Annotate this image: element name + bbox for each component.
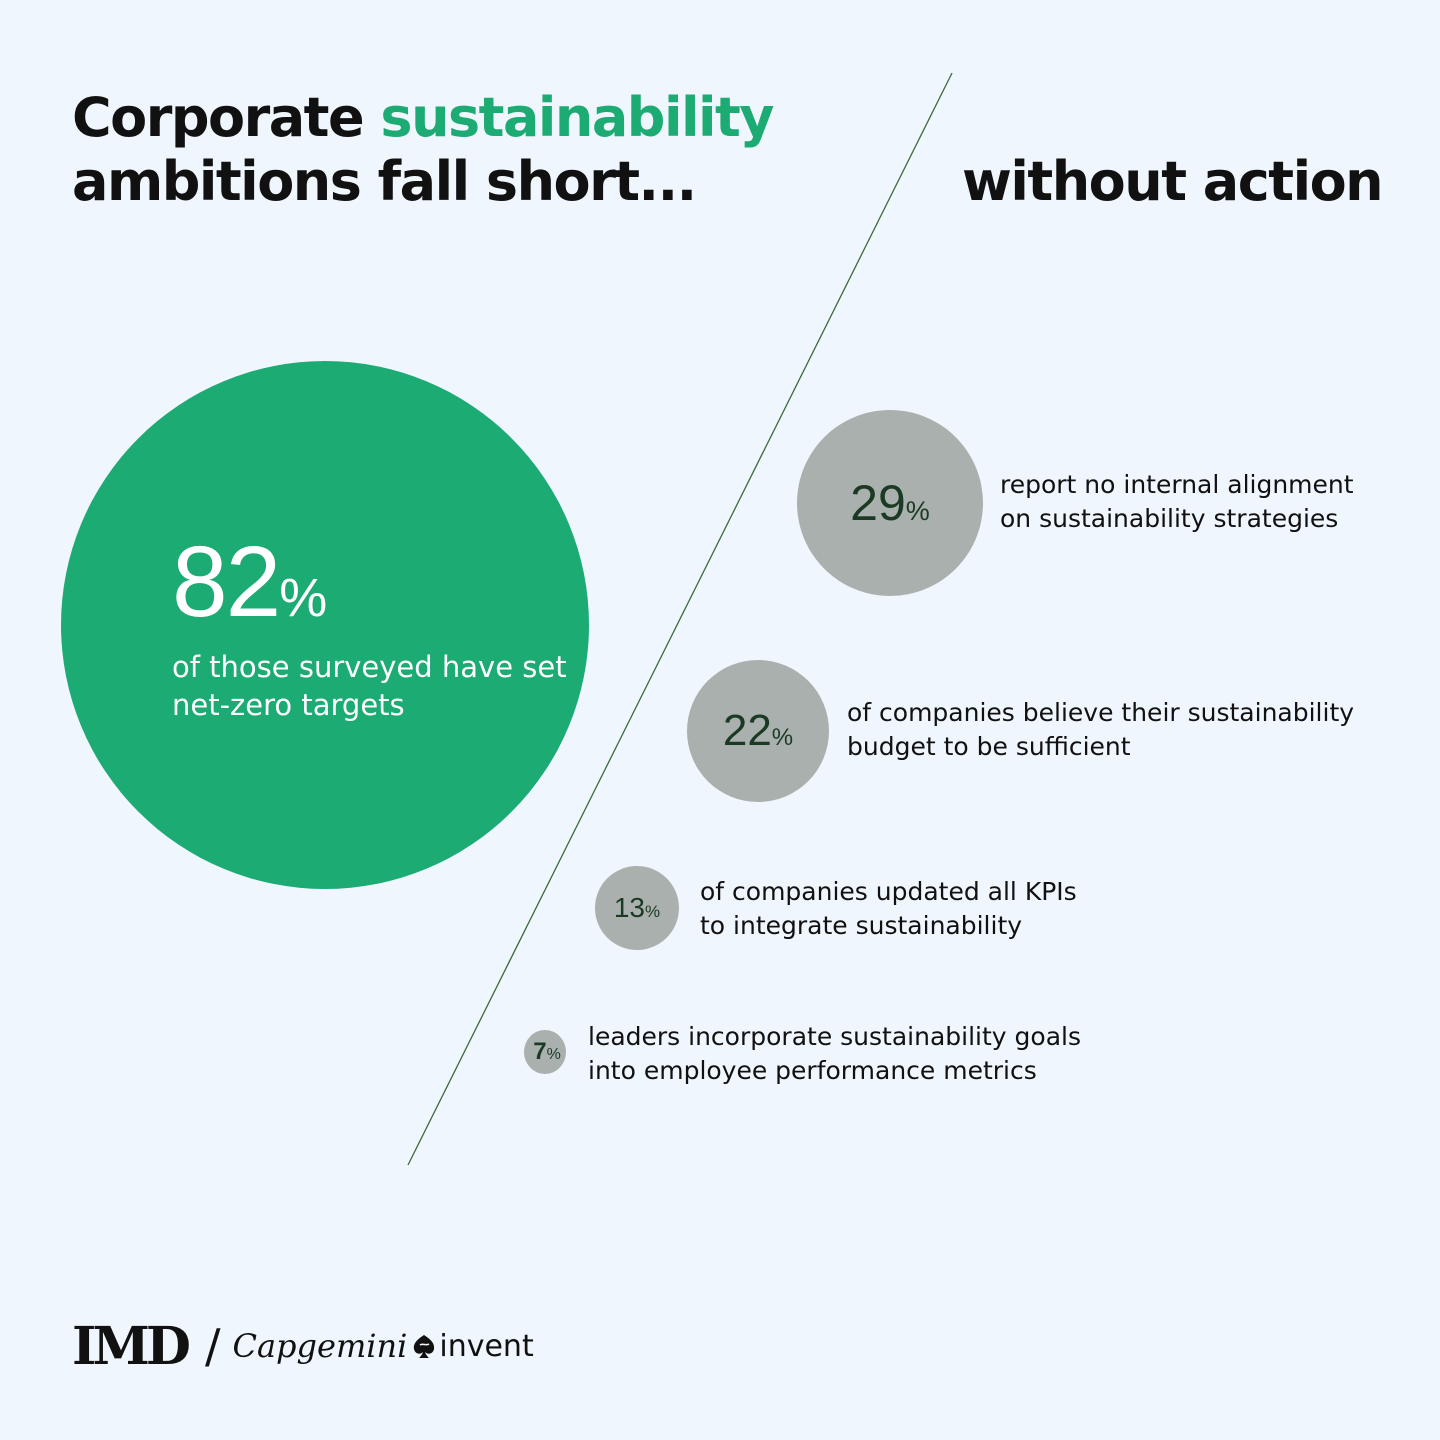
page-title: Corporate sustainability ambitions fall … (72, 86, 774, 214)
stat-text-29: report no internal alignment on sustaina… (1000, 468, 1354, 536)
stat-text-line: of companies updated all KPIs (700, 877, 1077, 906)
main-stat-number: 82 (172, 526, 281, 638)
stat-circle-29: 29% (797, 410, 983, 596)
stat-unit: % (645, 902, 661, 921)
stat-text-line: report no internal alignment (1000, 470, 1354, 499)
invent-logo-text: invent (439, 1328, 534, 1364)
stat-text-line: of companies believe their sustainabilit… (847, 698, 1355, 727)
stat-number: 13 (613, 892, 646, 923)
capgemini-logo-text: Capgemini (232, 1327, 408, 1365)
stat-circle-22: 22% (687, 660, 829, 802)
stat-text-line: on sustainability strategies (1000, 504, 1339, 533)
stat-unit: % (905, 495, 930, 526)
title-accent-word: sustainability (380, 86, 774, 149)
title-line-2: ambitions fall short... (72, 150, 697, 213)
main-stat-description: of those surveyed have set net-zero targ… (172, 650, 567, 722)
stat-number: 22 (722, 706, 772, 755)
stat-unit: % (546, 1046, 561, 1063)
stat-text-line: budget to be sufficient (847, 732, 1131, 761)
main-stat-circle (61, 361, 589, 889)
footer-logos: IMD / Capgemini invent (72, 1315, 534, 1377)
main-stat-unit: % (279, 568, 328, 628)
main-stat-value: 82% (172, 522, 327, 642)
stat-unit: % (771, 724, 794, 751)
stat-text-22: of companies believe their sustainabilit… (847, 696, 1354, 764)
stat-text-line: leaders incorporate sustainability goals (588, 1022, 1081, 1051)
logo-separator: / (204, 1319, 221, 1373)
stat-text-line: into employee performance metrics (588, 1056, 1037, 1085)
stat-number: 7 (533, 1038, 547, 1065)
stat-circle-7: 7% (524, 1030, 566, 1074)
stat-text-7: leaders incorporate sustainability goals… (588, 1020, 1081, 1088)
spade-icon (414, 1335, 435, 1358)
stat-number: 29 (850, 475, 906, 531)
stat-circle-13: 13% (595, 866, 679, 950)
title-line-1: Corporate sustainability (72, 86, 774, 150)
imd-logo: IMD (72, 1315, 191, 1377)
title-right: without action (962, 150, 1384, 213)
title-prefix: Corporate (72, 86, 381, 149)
stat-text-13: of companies updated all KPIs to integra… (700, 875, 1077, 943)
stat-text-line: to integrate sustainability (700, 911, 1023, 940)
